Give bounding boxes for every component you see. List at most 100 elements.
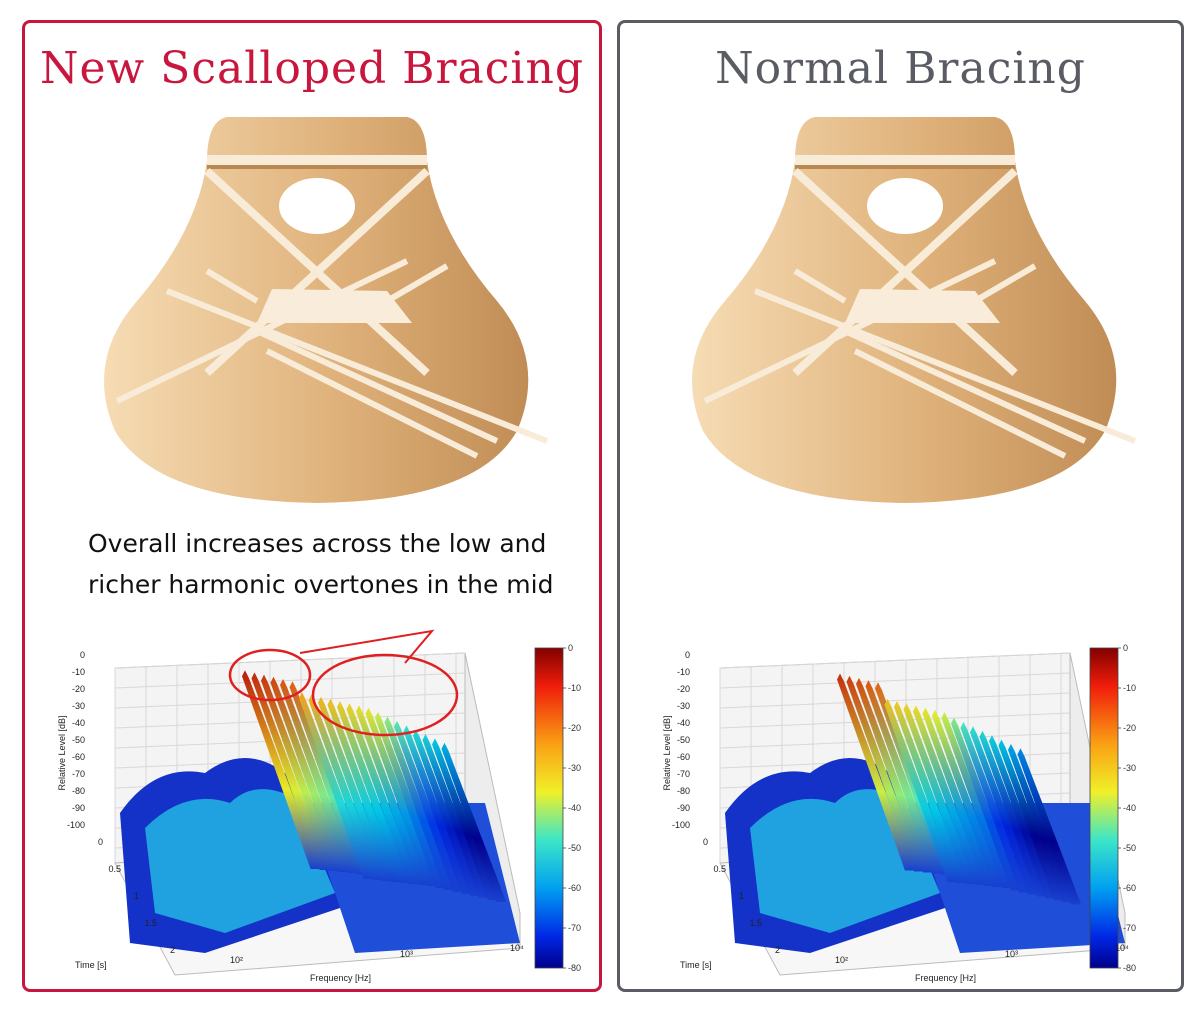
spectrum-ridge bbox=[356, 705, 428, 885]
spectrum-ridge bbox=[251, 672, 330, 870]
spectrum-ridge bbox=[337, 701, 410, 883]
colorbar-tick-label: -30 bbox=[568, 763, 581, 773]
colorbar: 0 -10 -20 -30 -40 -50 -60 -70 -80 bbox=[1089, 643, 1136, 973]
guitar-top-bracing-illustration bbox=[692, 117, 1137, 503]
time-axis-label: Time [s] bbox=[75, 960, 107, 970]
z-tick-label: -30 bbox=[677, 701, 690, 711]
low-freq-highlight-ellipse bbox=[228, 648, 312, 702]
soundhole bbox=[279, 178, 355, 234]
frequency-axis-label: Frequency [Hz] bbox=[915, 973, 976, 983]
spectrum-ridge bbox=[280, 679, 357, 873]
colorbar-tick-label: -10 bbox=[568, 683, 581, 693]
frequency-tick-label: 10⁴ bbox=[1115, 943, 1129, 953]
z-tick-label: -10 bbox=[72, 667, 85, 677]
panel-title-normal: Normal Bracing bbox=[715, 43, 1086, 94]
colorbar-tick-label: -40 bbox=[1123, 803, 1136, 813]
colorbar-tick-label: -50 bbox=[568, 843, 581, 853]
spectrum-ridge bbox=[1017, 748, 1082, 905]
spectrum-ridge bbox=[270, 676, 348, 872]
colorbar-tick-label: -60 bbox=[1123, 883, 1136, 893]
panel-title-scalloped: New Scalloped Bracing bbox=[39, 43, 584, 94]
spectrum-ridge bbox=[327, 698, 401, 882]
highlight-annotation bbox=[228, 629, 459, 737]
z-tick-label: -50 bbox=[677, 735, 690, 745]
time-tick-label: 1.5 bbox=[749, 918, 762, 928]
upper-brace bbox=[207, 155, 427, 165]
annotation-line-1: Overall increases across the low and bbox=[88, 529, 547, 558]
time-tick-label: 0 bbox=[98, 837, 103, 847]
z-tick-label: -70 bbox=[72, 769, 85, 779]
scalloped-bracing-panel: New Scalloped Bracing Overall increases … bbox=[22, 20, 602, 992]
z-tick-label: -70 bbox=[677, 769, 690, 779]
time-tick-label: 1.5 bbox=[144, 918, 157, 928]
z-tick-label: -60 bbox=[677, 752, 690, 762]
colorbar-tick-label: 0 bbox=[1123, 643, 1128, 653]
guitar-top-bracing-illustration bbox=[104, 117, 549, 503]
frequency-tick-label: 10³ bbox=[1005, 949, 1018, 959]
time-tick-label: 1 bbox=[739, 891, 744, 901]
spectrum-ridge bbox=[894, 701, 967, 883]
bridge-plate bbox=[845, 289, 1000, 323]
spectrum-ridge bbox=[846, 675, 925, 872]
annotation-line-2: richer harmonic overtones in the mid bbox=[88, 570, 554, 599]
colorbar-tick-label: 0 bbox=[568, 643, 573, 653]
bridge-plate bbox=[257, 289, 412, 323]
z-tick-label: -90 bbox=[72, 803, 85, 813]
z-tick-label: -10 bbox=[677, 667, 690, 677]
spectrum-ridge bbox=[242, 670, 321, 869]
z-tick-label: -80 bbox=[72, 786, 85, 796]
upper-brace bbox=[795, 155, 1015, 165]
annotation-text: Overall increases across the low and ric… bbox=[88, 523, 608, 605]
soundhole bbox=[867, 178, 943, 234]
frequency-tick-label: 10² bbox=[835, 955, 848, 965]
z-tick-label: -20 bbox=[677, 684, 690, 694]
waterfall-plot-scalloped: 0 -10 -20 -30 -40 -50 -60 -70 -80 0 -10 -20 -30 -40 -5… bbox=[57, 629, 581, 983]
colorbar-tick-label: -30 bbox=[1123, 763, 1136, 773]
z-tick-label: -90 bbox=[677, 803, 690, 813]
z-axis-label: Relative Level [dB] bbox=[662, 715, 672, 790]
frequency-axis-label: Frequency [Hz] bbox=[310, 973, 371, 983]
colorbar-tick-label: -60 bbox=[568, 883, 581, 893]
z-tick-label: -50 bbox=[72, 735, 85, 745]
colorbar-tick-label: -70 bbox=[568, 923, 581, 933]
colorbar-tick-label: -10 bbox=[1123, 683, 1136, 693]
time-axis-label: Time [s] bbox=[680, 960, 712, 970]
normal-bracing-panel: Normal Bracing 0 -10 -20 -30 -40 -50 -60 -70 -80… bbox=[617, 20, 1184, 992]
waterfall-plot-normal: 0 -10 -20 -30 -40 -50 -60 -70 -80 0 -10 -20 -30 -40 -5… bbox=[662, 643, 1136, 983]
z-tick-label: -100 bbox=[672, 820, 690, 830]
spectrum-ridge bbox=[922, 707, 994, 886]
colorbar-tick-label: -20 bbox=[568, 723, 581, 733]
colorbar-tick-label: -80 bbox=[568, 963, 581, 973]
z-tick-label: -20 bbox=[72, 684, 85, 694]
spectrum-ridge bbox=[299, 692, 374, 879]
colorbar-tick-label: -20 bbox=[1123, 723, 1136, 733]
z-tick-label: 0 bbox=[685, 650, 690, 660]
axes: 0 -10 -20 -30 -40 -50 -60 -70 -80 -90 -100 Relative… bbox=[662, 650, 1129, 983]
z-tick-label: -60 bbox=[72, 752, 85, 762]
time-tick-label: 1 bbox=[134, 891, 139, 901]
spectrum-ridge bbox=[318, 696, 392, 881]
z-tick-label: 0 bbox=[80, 650, 85, 660]
colorbar: 0 -10 -20 -30 -40 -50 -60 -70 -80 bbox=[534, 643, 581, 973]
spectrum-ridge bbox=[308, 694, 383, 880]
spectrum-ridge bbox=[913, 705, 985, 885]
colorbar-tick-label: -80 bbox=[1123, 963, 1136, 973]
z-tick-label: -80 bbox=[677, 786, 690, 796]
time-tick-label: 0.5 bbox=[108, 864, 121, 874]
callout-pointer bbox=[299, 629, 435, 664]
frequency-tick-label: 10² bbox=[230, 955, 243, 965]
colorbar-tick-label: -40 bbox=[568, 803, 581, 813]
spectrum-ridge bbox=[884, 698, 958, 882]
z-axis-label: Relative Level [dB] bbox=[57, 715, 67, 790]
frequency-tick-label: 10⁴ bbox=[510, 943, 524, 953]
spectrum-ridge bbox=[865, 680, 943, 874]
z-tick-label: -40 bbox=[677, 718, 690, 728]
time-tick-label: 2 bbox=[775, 945, 780, 955]
spectrum-ridge bbox=[441, 742, 507, 902]
time-tick-label: 2 bbox=[170, 945, 175, 955]
colorbar-tick-label: -70 bbox=[1123, 923, 1136, 933]
spectrum-ridge bbox=[903, 703, 976, 884]
spectrum-ridge bbox=[932, 709, 1004, 887]
frequency-tick-label: 10³ bbox=[400, 949, 413, 959]
time-tick-label: 0 bbox=[703, 837, 708, 847]
